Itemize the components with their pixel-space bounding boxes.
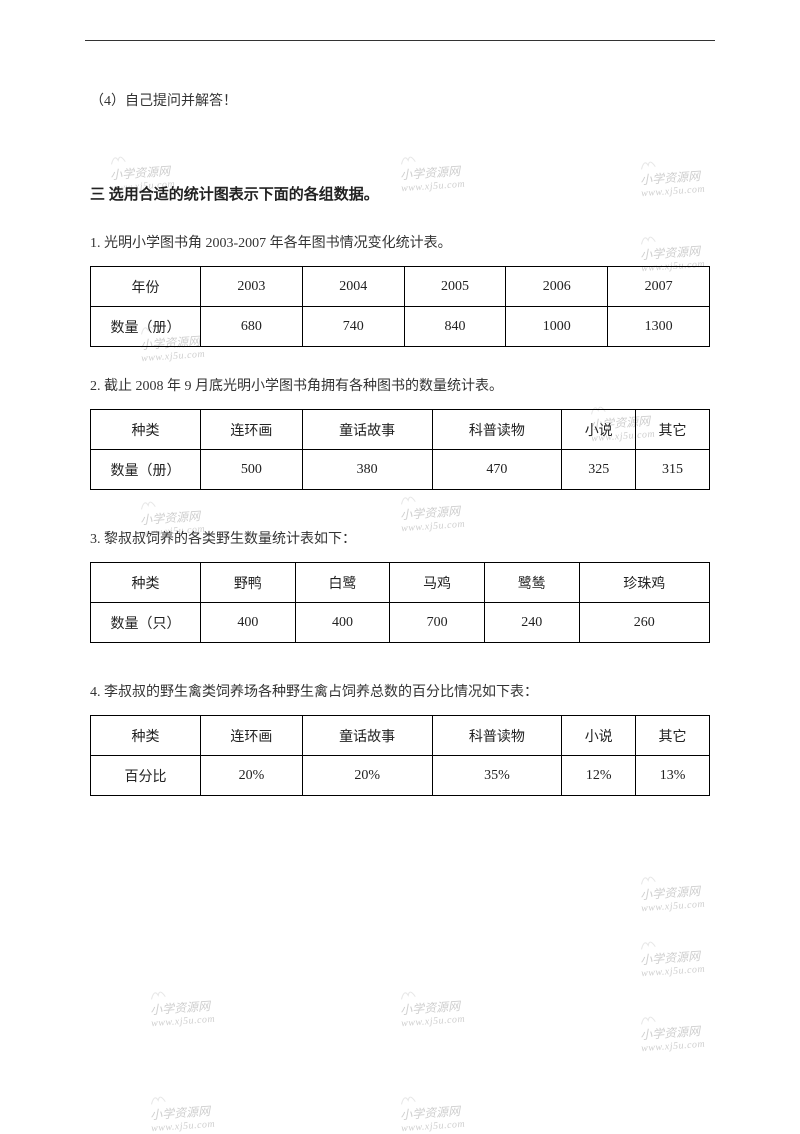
header-cell: 珍珠鸡: [579, 563, 710, 603]
row-label: 种类: [91, 716, 201, 756]
data-cell: 260: [579, 603, 710, 643]
header-cell: 其它: [636, 410, 710, 450]
data-cell: 35%: [432, 756, 562, 796]
header-cell: 小说: [562, 410, 636, 450]
watermark: 小学资源网www.xj5u.com: [639, 1008, 706, 1054]
leaf-icon: [639, 871, 658, 886]
table4: 种类 连环画 童话故事 科普读物 小说 其它 百分比 20% 20% 35% 1…: [90, 715, 710, 796]
data-cell: 20%: [302, 756, 432, 796]
data-cell: 325: [562, 450, 636, 490]
data-cell: 240: [484, 603, 579, 643]
table-row: 种类 连环画 童话故事 科普读物 小说 其它: [91, 410, 710, 450]
leaf-icon: [639, 936, 658, 951]
data-cell: 740: [302, 307, 404, 347]
header-cell: 小说: [562, 716, 636, 756]
table-row: 数量（册） 680 740 840 1000 1300: [91, 307, 710, 347]
header-cell: 野鸭: [201, 563, 296, 603]
header-cell: 科普读物: [432, 410, 562, 450]
header-cell: 童话故事: [302, 410, 432, 450]
header-cell: 2004: [302, 267, 404, 307]
row-label: 百分比: [91, 756, 201, 796]
leaf-icon: [399, 1091, 418, 1106]
header-cell: 马鸡: [390, 563, 485, 603]
watermark-url: www.xj5u.com: [641, 964, 706, 979]
watermark-title: 小学资源网: [640, 1022, 705, 1043]
data-cell: 700: [390, 603, 485, 643]
table3: 种类 野鸭 白鹭 马鸡 鹭鸶 珍珠鸡 数量（只） 400 400 700 240…: [90, 562, 710, 643]
watermark: 小学资源网www.xj5u.com: [639, 933, 706, 979]
header-cell: 白鹭: [295, 563, 390, 603]
table4-caption: 4. 李叔叔的野生禽类饲养场各种野生禽占饲养总数的百分比情况如下表：: [90, 681, 710, 701]
watermark-title: 小学资源网: [640, 947, 705, 968]
watermark-title: 小学资源网: [150, 1102, 215, 1123]
data-cell: 400: [201, 603, 296, 643]
data-cell: 840: [404, 307, 506, 347]
watermark: 小学资源网www.xj5u.com: [639, 868, 706, 914]
watermark-title: 小学资源网: [400, 1102, 465, 1123]
watermark-title: 小学资源网: [400, 997, 465, 1018]
table-row: 数量（册） 500 380 470 325 315: [91, 450, 710, 490]
watermark: 小学资源网www.xj5u.com: [399, 1088, 466, 1134]
table1: 年份 2003 2004 2005 2006 2007 数量（册） 680 74…: [90, 266, 710, 347]
watermark: 小学资源网www.xj5u.com: [399, 983, 466, 1029]
header-cell: 2006: [506, 267, 608, 307]
watermark: 小学资源网www.xj5u.com: [149, 1088, 216, 1134]
header-cell: 2007: [608, 267, 710, 307]
data-cell: 400: [295, 603, 390, 643]
header-cell: 2003: [201, 267, 303, 307]
header-cell: 2005: [404, 267, 506, 307]
data-cell: 500: [201, 450, 303, 490]
data-cell: 680: [201, 307, 303, 347]
data-cell: 1300: [608, 307, 710, 347]
data-cell: 315: [636, 450, 710, 490]
leaf-icon: [399, 986, 418, 1001]
table3-caption: 3. 黎叔叔饲养的各类野生数量统计表如下：: [90, 528, 710, 548]
watermark-url: www.xj5u.com: [641, 1039, 706, 1054]
data-cell: 13%: [636, 756, 710, 796]
top-horizontal-rule: [85, 40, 715, 41]
data-cell: 470: [432, 450, 562, 490]
watermark-title: 小学资源网: [150, 997, 215, 1018]
watermark-url: www.xj5u.com: [151, 1014, 216, 1029]
table-row: 年份 2003 2004 2005 2006 2007: [91, 267, 710, 307]
section-heading: 三 选用合适的统计图表示下面的各组数据。: [90, 183, 710, 204]
table-row: 百分比 20% 20% 35% 12% 13%: [91, 756, 710, 796]
table-row: 种类 野鸭 白鹭 马鸡 鹭鸶 珍珠鸡: [91, 563, 710, 603]
watermark: 小学资源网www.xj5u.com: [149, 983, 216, 1029]
data-cell: 20%: [201, 756, 303, 796]
row-label: 种类: [91, 563, 201, 603]
table-row: 种类 连环画 童话故事 科普读物 小说 其它: [91, 716, 710, 756]
data-cell: 1000: [506, 307, 608, 347]
header-cell: 科普读物: [432, 716, 562, 756]
row-label: 年份: [91, 267, 201, 307]
table-row: 数量（只） 400 400 700 240 260: [91, 603, 710, 643]
table2: 种类 连环画 童话故事 科普读物 小说 其它 数量（册） 500 380 470…: [90, 409, 710, 490]
table2-caption: 2. 截止 2008 年 9 月底光明小学图书角拥有各种图书的数量统计表。: [90, 375, 710, 395]
leaf-icon: [149, 986, 168, 1001]
data-cell: 380: [302, 450, 432, 490]
row-label: 数量（只）: [91, 603, 201, 643]
question-4-text: （4）自己提问并解答！: [90, 91, 710, 113]
watermark-url: www.xj5u.com: [401, 1014, 466, 1029]
row-label: 数量（册）: [91, 450, 201, 490]
row-label: 数量（册）: [91, 307, 201, 347]
watermark-url: www.xj5u.com: [641, 899, 706, 914]
header-cell: 童话故事: [302, 716, 432, 756]
header-cell: 鹭鸶: [484, 563, 579, 603]
table1-caption: 1. 光明小学图书角 2003-2007 年各年图书情况变化统计表。: [90, 232, 710, 252]
data-cell: 12%: [562, 756, 636, 796]
leaf-icon: [149, 1091, 168, 1106]
header-cell: 连环画: [201, 410, 303, 450]
header-cell: 连环画: [201, 716, 303, 756]
row-label: 种类: [91, 410, 201, 450]
leaf-icon: [639, 1011, 658, 1026]
header-cell: 其它: [636, 716, 710, 756]
watermark-title: 小学资源网: [640, 882, 705, 903]
